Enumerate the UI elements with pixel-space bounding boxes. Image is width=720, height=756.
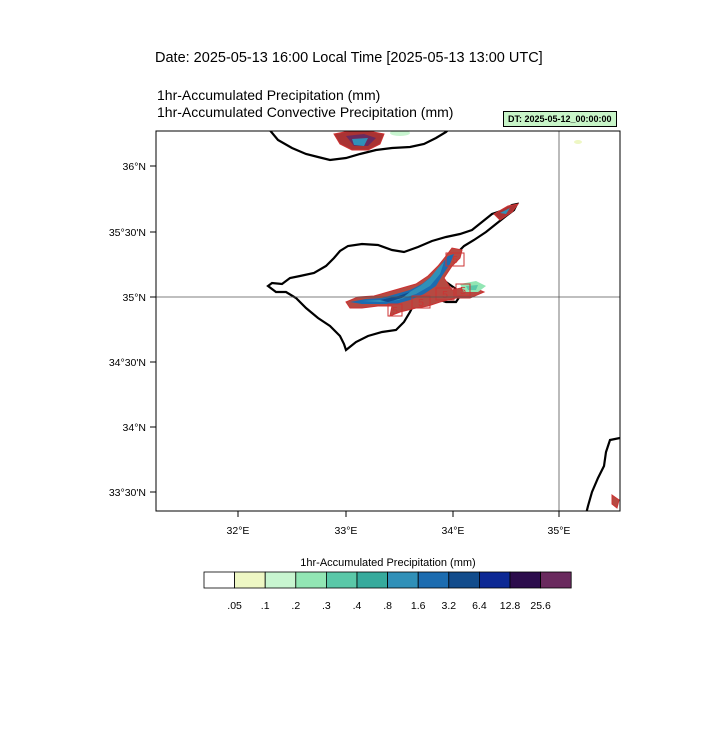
colorbar-label: 12.8 — [499, 600, 521, 612]
svg-text:5: 5 — [442, 289, 448, 301]
colorbar-label: .3 — [322, 600, 331, 612]
contour-label: 5 — [411, 295, 431, 309]
field-title-convective: 1hr-Accumulated Convective Precipitation… — [157, 104, 454, 120]
field-title-precip: 1hr-Accumulated Precipitation (mm) — [157, 87, 381, 103]
lat-tick-label: 34°30'N — [109, 357, 146, 369]
cyprus-coastline — [266, 202, 519, 352]
lat-tick-label: 34°N — [123, 422, 146, 434]
map-frame — [155, 130, 621, 512]
turkey-coastline — [269, 131, 449, 162]
lat-axis: 36°N 35°30'N 35°N 34°30'N 34°N 33°30'N — [109, 161, 156, 499]
colorbar-swatch — [203, 571, 236, 589]
lon-tick-label: 32°E — [227, 525, 250, 537]
date-title: Date: 2025-05-13 16:00 Local Time [2025-… — [155, 50, 543, 66]
contour-label: 5 — [435, 287, 455, 301]
svg-text:5: 5 — [452, 254, 458, 266]
colorbar-label: .8 — [383, 600, 392, 612]
colorbar-label: .05 — [227, 600, 242, 612]
colorbar-swatch — [356, 571, 389, 589]
contour-label: 5 — [387, 303, 403, 317]
svg-text:5: 5 — [418, 297, 424, 309]
colorbar-swatch — [295, 571, 327, 589]
lat-tick-label: 36°N — [123, 161, 146, 173]
colorbar-title: 1hr-Accumulated Precipitation (mm) — [300, 557, 476, 569]
convective-contour-labels: 5 5 5 5 5 — [387, 252, 471, 317]
colorbar-swatch — [325, 571, 358, 589]
colorbar-swatch — [234, 571, 266, 589]
colorbar-swatch — [448, 571, 480, 589]
colorbar-label: 25.6 — [530, 600, 551, 612]
colorbar-swatch — [509, 571, 542, 589]
colorbar-swatch — [540, 571, 572, 589]
svg-text:5: 5 — [392, 305, 398, 317]
precip-swath-cyprus — [345, 140, 620, 509]
svg-text:5: 5 — [460, 285, 466, 297]
contour-label: 5 — [445, 252, 465, 267]
dt-badge: DT: 2025-05-12_00:00:00 — [503, 111, 617, 127]
precip-patch-north — [333, 131, 410, 151]
colorbar-swatch — [264, 571, 297, 589]
colorbar-label: 1.6 — [410, 600, 426, 612]
lon-tick-label: 34°E — [442, 525, 465, 537]
colorbar-label: .1 — [260, 600, 270, 612]
colorbar-label: .4 — [352, 600, 362, 612]
colorbar-label: 3.2 — [441, 600, 457, 612]
colorbar-swatch — [417, 571, 450, 589]
contour-label: 5 — [455, 283, 471, 297]
lon-tick-label: 33°E — [335, 525, 358, 537]
lat-tick-label: 33°30'N — [109, 487, 146, 499]
levant-coastline — [585, 436, 620, 511]
lat-tick-label: 35°30'N — [109, 227, 146, 239]
colorbar-swatch — [387, 571, 419, 589]
colorbar — [203, 571, 572, 589]
colorbar-swatch — [478, 571, 511, 589]
lat-tick-label: 35°N — [123, 292, 146, 304]
lon-tick-label: 35°E — [548, 525, 571, 537]
lon-axis: 32°E 33°E 34°E 35°E — [227, 511, 571, 537]
colorbar-label: .2 — [291, 600, 301, 612]
colorbar-label: 6.4 — [472, 600, 487, 612]
